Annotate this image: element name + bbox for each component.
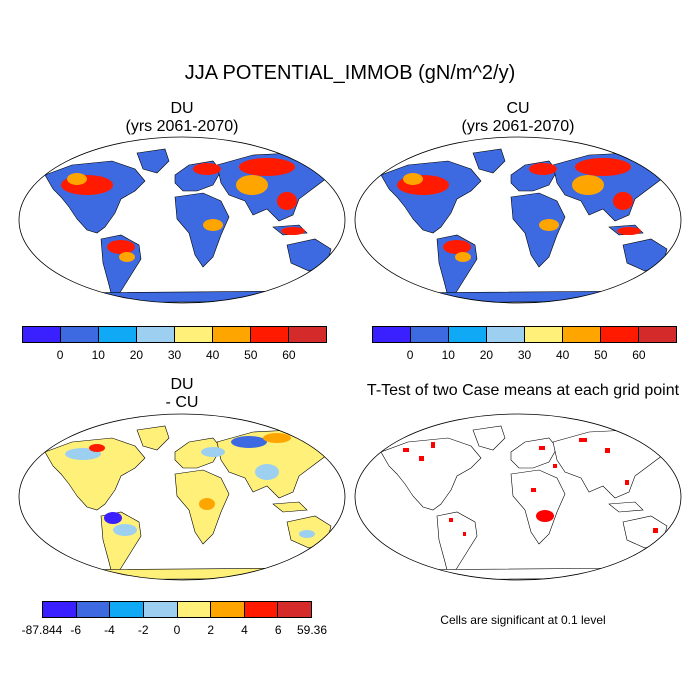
colorbar-tick-label: 20 [129, 348, 144, 362]
colorbar-swatch [278, 602, 311, 617]
colorbar-tick-label: 10 [441, 348, 455, 362]
panel-title-du-line1: DU [170, 100, 194, 117]
colorbar-tick-label: 60 [282, 348, 296, 362]
colorbar-swatch [373, 327, 411, 342]
map-diff [18, 413, 346, 581]
colorbar-tick-label: 50 [594, 348, 608, 362]
colorbar-cu [372, 326, 677, 343]
colorbar-swatch [175, 327, 213, 342]
colorbar-du [22, 326, 327, 343]
colorbar-swatch [639, 327, 676, 342]
colorbar-swatch [289, 327, 326, 342]
colorbar-tick-label: -4 [104, 623, 115, 637]
colorbar-swatch [213, 327, 251, 342]
colorbar-swatch [43, 602, 77, 617]
map-cu [354, 136, 682, 304]
colorbar-swatch [177, 602, 212, 617]
map-ttest [354, 413, 682, 581]
panel-title-cu-line1: CU [506, 100, 530, 117]
panel-title-diff-line1: DU [170, 376, 194, 393]
colorbar-tick-label: 40 [205, 348, 220, 362]
panel-title-ttest: T-Test of two Case means at each grid po… [366, 382, 680, 399]
colorbar-tick-label: 40 [555, 348, 570, 362]
colorbar-tick-label: 20 [479, 348, 494, 362]
colorbar-tick-label: -87.844 [21, 623, 63, 637]
colorbar-swatch [449, 327, 487, 342]
panel-title-diff: DU - CU [17, 376, 347, 412]
colorbar-swatch [211, 602, 245, 617]
colorbar-swatch [143, 602, 178, 617]
colorbar-swatch [61, 327, 99, 342]
colorbar-swatch [76, 602, 111, 617]
colorbar-swatch [137, 327, 175, 342]
colorbar-swatch [251, 327, 289, 342]
colorbar-tick-label: 0 [173, 623, 181, 637]
colorbar-swatch [99, 327, 137, 342]
main-title: JJA POTENTIAL_IMMOB (gN/m^2/y) [184, 62, 516, 84]
colorbar-tick-label: 0 [406, 348, 414, 362]
hotspots-du [61, 158, 305, 262]
land-ttest [374, 425, 668, 580]
colorbar-swatch [601, 327, 639, 342]
panel-title-du: DU (yrs 2061-2070) [17, 100, 347, 136]
colorbar-tick-label: 2 [207, 623, 215, 637]
panel-title-cu: CU (yrs 2061-2070) [353, 100, 683, 136]
colorbar-tick-label: -2 [137, 623, 149, 637]
colorbar-swatch [23, 327, 61, 342]
significant-cells [403, 438, 658, 536]
colorbar-swatch [487, 327, 525, 342]
colorbar-tick-label: 10 [91, 348, 105, 362]
map-du [18, 136, 346, 304]
colorbar-tick-label: 0 [56, 348, 64, 362]
colorbar-swatch [244, 602, 279, 617]
colorbar-swatch [110, 602, 144, 617]
colorbar-tick-label: -6 [70, 623, 82, 637]
panel-title-diff-line2: - CU [165, 394, 199, 411]
hotspots-cu [397, 158, 641, 262]
colorbar-swatch [411, 327, 449, 342]
ttest-note: Cells are significant at 0.1 level [440, 613, 606, 627]
colorbar-tick-label: 50 [244, 348, 258, 362]
colorbar-tick-label: 6 [274, 623, 282, 637]
colorbar-tick-label: 30 [167, 348, 182, 362]
colorbar-diff [42, 601, 312, 618]
anomalies-diff [65, 433, 315, 538]
colorbar-tick-label: 4 [241, 623, 248, 637]
panel-title-du-line2: (yrs 2061-2070) [125, 118, 239, 135]
colorbar-swatch [563, 327, 601, 342]
land-diff [38, 425, 332, 580]
colorbar-swatch [525, 327, 563, 342]
panel-title-cu-line2: (yrs 2061-2070) [461, 118, 575, 135]
colorbar-tick-label: 60 [632, 348, 646, 362]
colorbar-tick-label: 59.36 [296, 623, 328, 637]
land-du [38, 148, 332, 303]
land-cu [374, 148, 668, 303]
colorbar-tick-label: 30 [517, 348, 532, 362]
